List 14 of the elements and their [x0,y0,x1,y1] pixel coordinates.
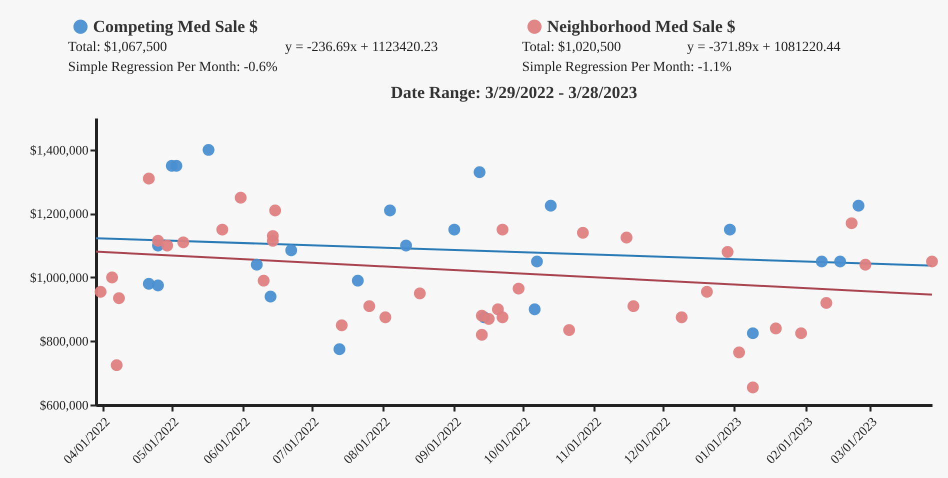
legend-label: Neighborhood Med Sale $ [547,16,736,36]
text: y = -371.89x + 1081220.44 [687,40,840,56]
y-tick-label: $1,000,000 [30,270,88,285]
text: y = -236.69x + 1123420.23 [285,40,438,56]
text: Total: $1,067,500 [68,40,167,56]
text: Simple Regression Per Month: -0.6% [68,60,278,76]
chart-title: Date Range: 3/29/2022 - 3/28/2023 [390,83,638,102]
y-tick-label: $600,000 [40,398,88,412]
legend-label: Competing Med Sale $ [93,16,258,36]
y-tick-label: $1,200,000 [30,206,88,222]
text: Total: $1,020,500 [522,40,621,56]
text: Simple Regression Per Month: -1.1% [522,60,732,76]
y-tick-label: $800,000 [40,334,88,349]
y-tick-label: $1,400,000 [30,142,88,158]
